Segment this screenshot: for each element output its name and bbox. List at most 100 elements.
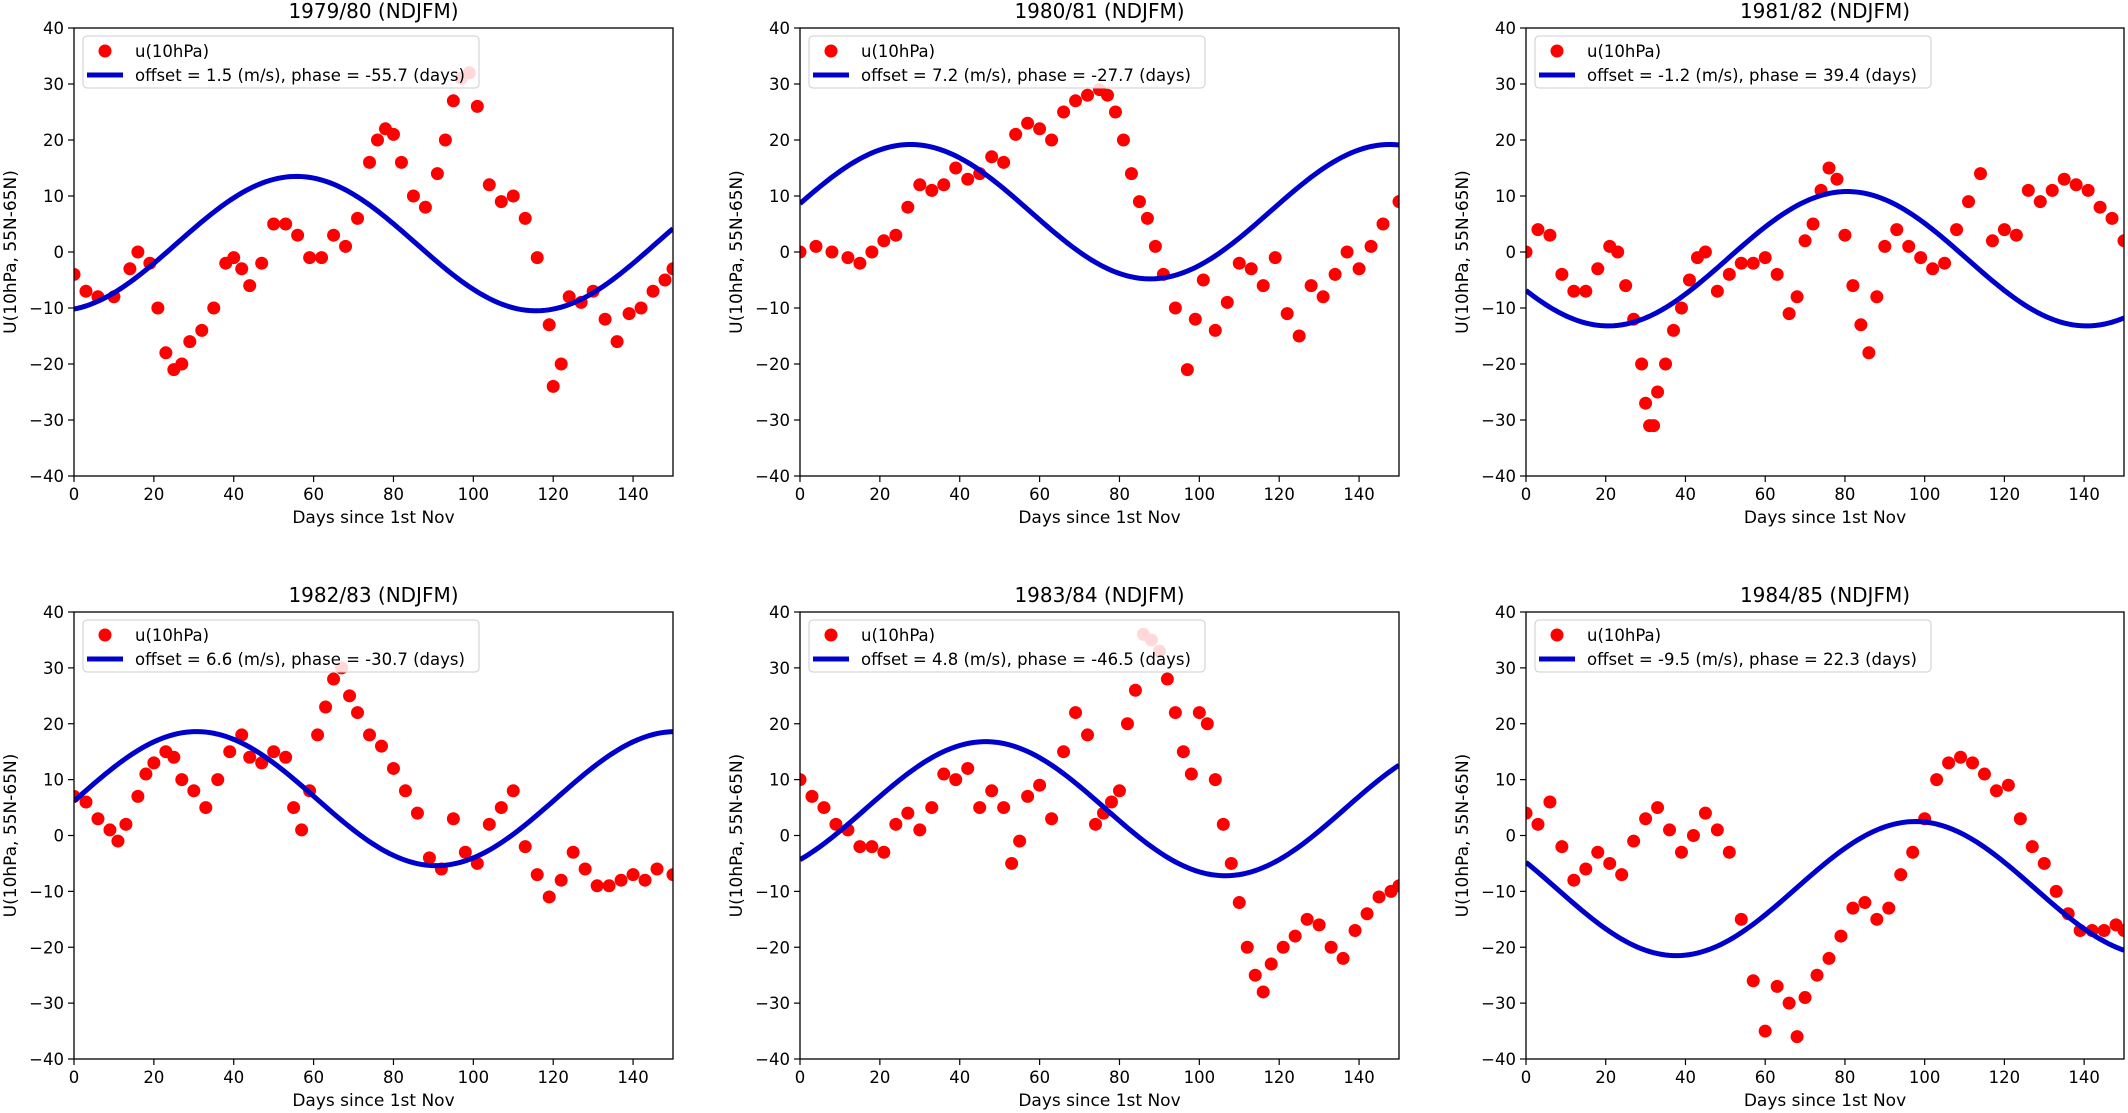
y-axis-label: U(10hPa, 55N-65N) bbox=[1, 754, 21, 918]
data-point bbox=[1324, 940, 1338, 954]
data-point bbox=[1128, 683, 1142, 697]
x-tick-label: 140 bbox=[1343, 1068, 1375, 1087]
x-tick-label: 60 bbox=[1755, 485, 1776, 504]
data-point bbox=[2117, 234, 2124, 248]
y-tick-label: −30 bbox=[755, 994, 790, 1013]
data-point bbox=[1276, 940, 1290, 954]
data-point bbox=[167, 750, 181, 764]
y-tick-label: −20 bbox=[1481, 938, 1516, 957]
data-point bbox=[91, 812, 105, 826]
x-tick-label: 0 bbox=[69, 485, 80, 504]
data-point bbox=[1336, 951, 1350, 965]
y-axis: −40 −30 −20 −10 0 10 20 30 40 bbox=[1481, 19, 1526, 486]
data-point bbox=[123, 262, 137, 276]
plot-frame bbox=[799, 611, 1400, 1060]
x-tick-label: 0 bbox=[1521, 485, 1532, 504]
data-point bbox=[1376, 217, 1390, 231]
data-point bbox=[1104, 795, 1118, 809]
x-tick-label: 120 bbox=[1263, 1068, 1295, 1087]
data-point bbox=[1639, 396, 1653, 410]
data-point bbox=[554, 357, 568, 371]
data-point bbox=[1312, 918, 1326, 932]
data-point bbox=[2057, 172, 2071, 186]
data-point bbox=[1268, 251, 1282, 265]
y-tick-label: 0 bbox=[780, 243, 791, 262]
data-point bbox=[829, 817, 843, 831]
data-point bbox=[1567, 284, 1581, 298]
plot-area bbox=[74, 66, 673, 393]
data-point bbox=[1300, 912, 1314, 926]
data-point bbox=[1120, 717, 1134, 731]
data-point bbox=[2097, 923, 2111, 937]
data-point bbox=[578, 862, 592, 876]
data-point bbox=[1770, 979, 1784, 993]
data-point bbox=[1256, 279, 1270, 293]
data-point bbox=[1619, 279, 1633, 293]
x-tick-label: 120 bbox=[1989, 1068, 2021, 1087]
y-tick-label: −10 bbox=[1481, 299, 1516, 318]
legend-box bbox=[1534, 619, 1932, 673]
data-point bbox=[901, 200, 915, 214]
data-point bbox=[1057, 105, 1071, 119]
y-tick-label: 30 bbox=[769, 659, 790, 678]
data-point bbox=[1734, 912, 1748, 926]
x-tick-label: 100 bbox=[1909, 1068, 1941, 1087]
data-point bbox=[1782, 996, 1796, 1010]
data-point bbox=[1248, 968, 1262, 982]
data-point bbox=[1603, 856, 1617, 870]
plot-frame bbox=[73, 27, 674, 477]
data-point bbox=[1328, 267, 1342, 281]
data-point bbox=[1989, 784, 2003, 798]
data-point bbox=[1846, 279, 1860, 293]
data-point bbox=[311, 728, 325, 742]
data-point bbox=[1894, 868, 1908, 882]
data-point bbox=[817, 801, 831, 815]
data-point bbox=[1954, 750, 1968, 764]
plot-area bbox=[1526, 161, 2124, 433]
data-point bbox=[1722, 267, 1736, 281]
x-tick-label: 120 bbox=[1989, 485, 2021, 504]
data-point bbox=[1659, 357, 1673, 371]
legend-marker-u10hpa bbox=[824, 628, 838, 642]
data-point bbox=[1256, 985, 1270, 999]
data-point bbox=[458, 845, 472, 859]
data-point bbox=[2033, 195, 2047, 209]
data-point bbox=[1710, 823, 1724, 837]
data-point bbox=[1526, 806, 1533, 820]
data-point bbox=[937, 178, 951, 192]
data-point bbox=[1112, 784, 1126, 798]
fit-line bbox=[1526, 189, 2124, 329]
y-tick-label: −30 bbox=[1481, 411, 1516, 430]
y-axis: −40 −30 −20 −10 0 10 20 30 40 bbox=[29, 19, 74, 486]
data-point bbox=[1057, 745, 1071, 759]
data-point bbox=[207, 301, 221, 315]
data-point bbox=[1870, 290, 1884, 304]
x-tick-label: 0 bbox=[1521, 1068, 1532, 1087]
x-tick-label: 40 bbox=[949, 1068, 970, 1087]
data-point bbox=[370, 133, 384, 147]
y-tick-label: 10 bbox=[769, 187, 790, 206]
data-point bbox=[1045, 812, 1059, 826]
data-point bbox=[351, 211, 365, 225]
data-point bbox=[1021, 789, 1035, 803]
data-point bbox=[1698, 245, 1712, 259]
data-point bbox=[949, 161, 963, 175]
data-point bbox=[111, 834, 125, 848]
plot-area bbox=[800, 83, 1399, 377]
data-point bbox=[1304, 279, 1318, 293]
data-point bbox=[151, 301, 165, 315]
data-point bbox=[1854, 318, 1868, 332]
data-point bbox=[1627, 834, 1641, 848]
data-point bbox=[913, 823, 927, 837]
data-point bbox=[913, 178, 927, 192]
y-axis: −40 −30 −20 −10 0 10 20 30 40 bbox=[29, 603, 74, 1069]
x-tick-label: 80 bbox=[1834, 485, 1855, 504]
x-axis: 0 20 40 60 80 100 120 140 bbox=[1521, 476, 2100, 504]
data-point bbox=[187, 784, 201, 798]
data-point bbox=[530, 251, 544, 265]
y-tick-label: −10 bbox=[29, 299, 64, 318]
y-tick-label: 20 bbox=[769, 131, 790, 150]
data-point bbox=[1208, 323, 1222, 337]
chart-panel-3: 1981/82 (NDJFM)0 20 40 60 80 100 120 140−40−30−… bbox=[1453, 0, 2125, 528]
y-axis: −40 −30 −20 −10 0 10 20 30 40 bbox=[755, 19, 800, 486]
